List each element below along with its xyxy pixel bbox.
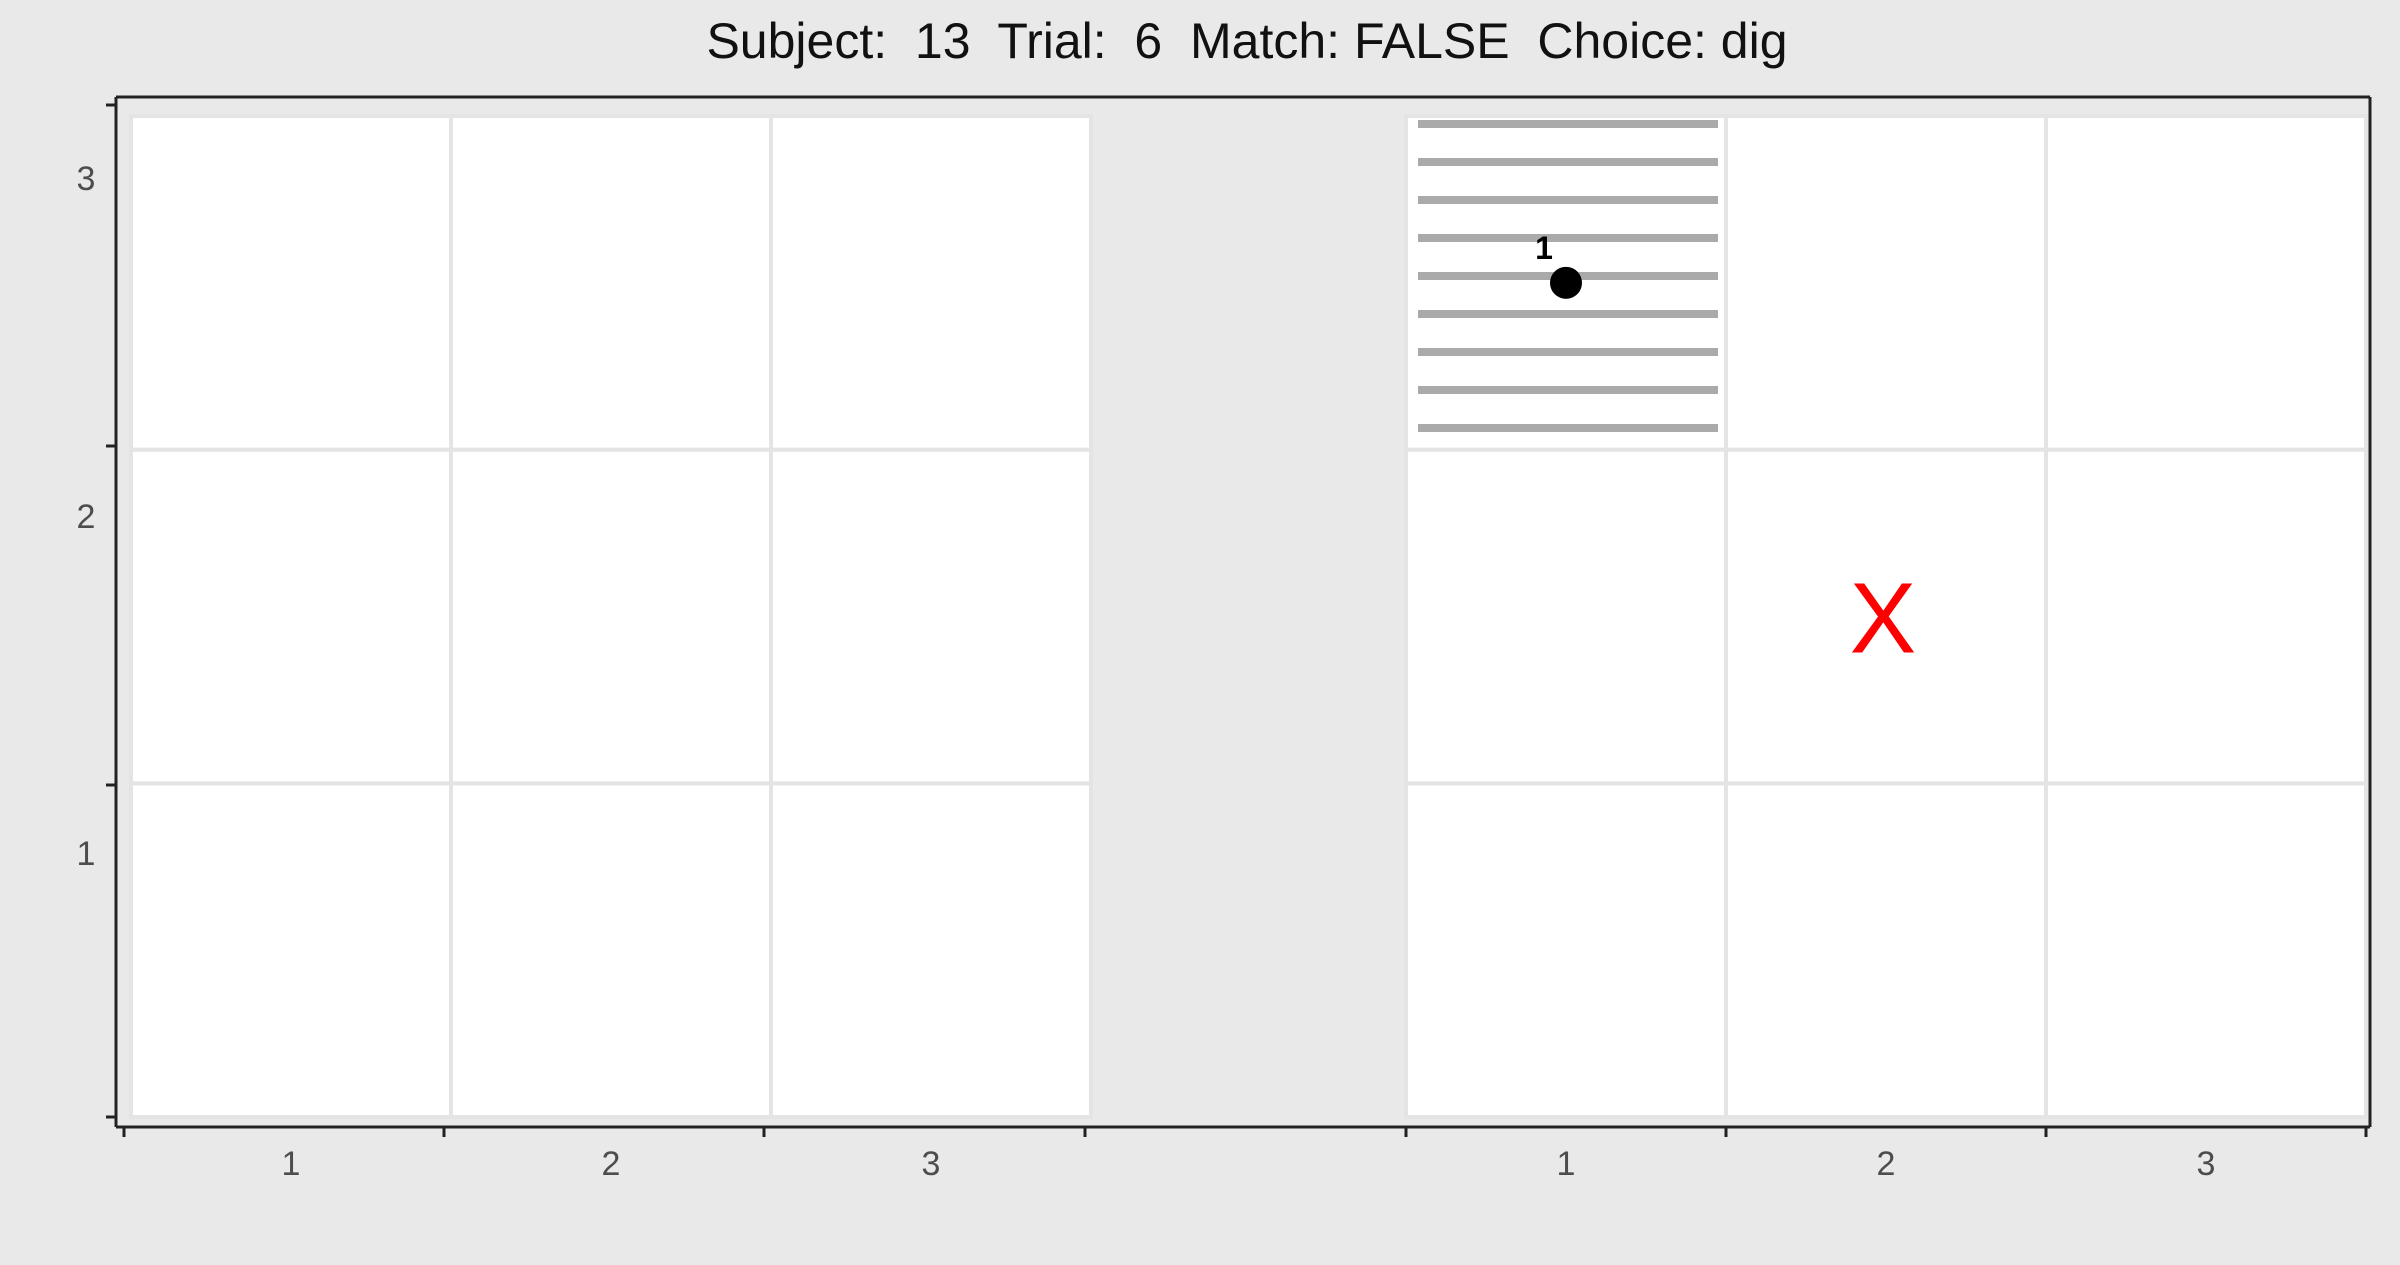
grid-cell [1404,447,1728,786]
y-tick-label: 2 [77,498,96,536]
grid-cell [129,781,453,1119]
y-tick-label: 1 [77,835,96,873]
grid-cell [2044,447,2368,786]
grid-cell [449,114,773,452]
x-tick-label: 2 [602,1145,621,1183]
grid-cell [769,114,1093,452]
grid-cell [1724,114,2048,452]
grid-cell [449,781,773,1119]
x-tick-label: 1 [1557,1145,1576,1183]
x-tick-label: 3 [2197,1145,2216,1183]
grid-cell [129,447,453,786]
board-1: 1 2 3 [129,114,1093,1183]
x-tick-label: 3 [922,1145,941,1183]
y-tick-label: 3 [77,160,96,198]
grid-cell [449,447,773,786]
grid-cell [2044,781,2368,1119]
board-2: 1 2 3 1 X [1404,114,2368,1183]
grid-cell [769,447,1093,786]
x-tick-label: 2 [1877,1145,1896,1183]
plot-area: 1 2 3 1 2 3 1 2 3 1 X [77,95,2372,1183]
grid-cell [129,114,453,452]
grid-cell [1404,781,1728,1119]
data-label: 1 [1535,230,1553,266]
x-mark: X [1850,563,1917,675]
chart-title: Subject: 13 Trial: 6 Match: FALSE Choice… [706,13,1787,69]
data-point [1550,266,1582,299]
x-tick-label: 1 [282,1145,301,1183]
grid-cell [769,781,1093,1119]
grid-cell [2044,114,2368,452]
grid-cell [1724,781,2048,1119]
